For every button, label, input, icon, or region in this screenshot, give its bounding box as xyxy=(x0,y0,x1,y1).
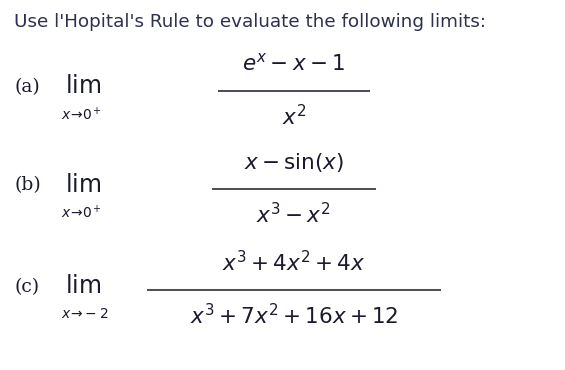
Text: $x^2$: $x^2$ xyxy=(281,105,306,130)
Text: Use l'Hopital's Rule to evaluate the following limits:: Use l'Hopital's Rule to evaluate the fol… xyxy=(14,13,486,31)
Text: (c): (c) xyxy=(14,278,39,296)
Text: $\lim$: $\lim$ xyxy=(65,75,101,98)
Text: $\lim$: $\lim$ xyxy=(65,275,101,298)
Text: $x - \sin(x)$: $x - \sin(x)$ xyxy=(244,151,344,174)
Text: $x\!\rightarrow\!0^+$: $x\!\rightarrow\!0^+$ xyxy=(61,106,102,123)
Text: $x^3 - x^2$: $x^3 - x^2$ xyxy=(257,203,331,228)
Text: (b): (b) xyxy=(14,176,41,194)
Text: $x\!\rightarrow\!0^+$: $x\!\rightarrow\!0^+$ xyxy=(61,204,102,221)
Text: $x^3 + 4x^2 + 4x$: $x^3 + 4x^2 + 4x$ xyxy=(222,251,366,276)
Text: $x\!\rightarrow\!-2$: $x\!\rightarrow\!-2$ xyxy=(61,307,108,322)
Text: $x^3 + 7x^2 + 16x + 12$: $x^3 + 7x^2 + 16x + 12$ xyxy=(189,305,398,330)
Text: (a): (a) xyxy=(14,78,40,96)
Text: $e^x - x - 1$: $e^x - x - 1$ xyxy=(242,53,345,75)
Text: $\lim$: $\lim$ xyxy=(65,174,101,196)
